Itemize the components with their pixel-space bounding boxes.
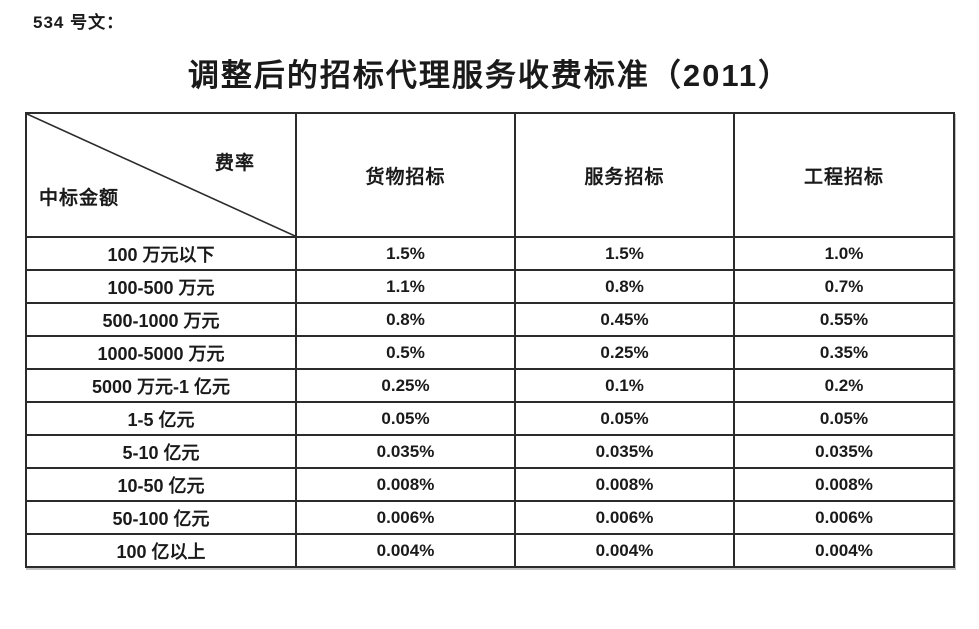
corner-label-rate: 费率 xyxy=(214,153,255,174)
rate-cell: 0.035% xyxy=(295,434,516,469)
table-row: 100 万元以下 1.5% 1.5% 1.0% xyxy=(25,236,955,271)
rate-cell: 0.45% xyxy=(514,302,735,337)
table-row: 100 亿以上 0.004% 0.004% 0.004% xyxy=(25,533,955,568)
rate-cell: 0.8% xyxy=(514,269,735,304)
column-header-service-bidding: 服务招标 xyxy=(514,112,735,238)
table-row: 5-10 亿元 0.035% 0.035% 0.035% xyxy=(25,434,955,469)
rate-cell: 0.8% xyxy=(295,302,516,337)
rate-cell: 0.035% xyxy=(733,434,955,469)
table-row: 500-1000 万元 0.8% 0.45% 0.55% xyxy=(25,302,955,337)
rate-cell: 1.0% xyxy=(733,236,955,271)
rate-cell: 0.7% xyxy=(733,269,955,304)
row-label-cell: 100 万元以下 xyxy=(25,236,297,271)
rate-cell: 0.05% xyxy=(295,401,516,436)
rate-cell: 0.004% xyxy=(733,533,955,568)
row-label-cell: 100 亿以上 xyxy=(25,533,297,568)
rate-cell: 0.006% xyxy=(733,500,955,535)
rate-cell: 0.004% xyxy=(295,533,516,568)
rate-cell: 0.35% xyxy=(733,335,955,370)
rate-cell: 1.5% xyxy=(295,236,516,271)
page-title: 调整后的招标代理服务收费标准（2011） xyxy=(187,58,792,93)
corner-label-bid-amount: 中标金额 xyxy=(39,188,120,209)
rate-cell: 0.1% xyxy=(514,368,735,403)
table-row: 1-5 亿元 0.05% 0.05% 0.05% xyxy=(25,401,955,436)
rate-cell: 0.2% xyxy=(733,368,955,403)
rate-cell: 0.05% xyxy=(514,401,735,436)
rate-cell: 0.25% xyxy=(514,335,735,370)
table-row: 10-50 亿元 0.008% 0.008% 0.008% xyxy=(25,467,955,502)
rate-cell: 0.006% xyxy=(514,500,735,535)
column-header-engineering-bidding: 工程招标 xyxy=(733,112,955,238)
doc-number: 534 号文： xyxy=(33,13,125,32)
rate-cell: 0.035% xyxy=(514,434,735,469)
rate-cell: 0.55% xyxy=(733,302,955,337)
rate-cell: 0.008% xyxy=(733,467,955,502)
rate-cell: 0.25% xyxy=(295,368,516,403)
row-label-cell: 5-10 亿元 xyxy=(25,434,297,469)
rate-cell: 0.5% xyxy=(295,335,516,370)
row-label-cell: 5000 万元-1 亿元 xyxy=(25,368,297,403)
rate-cell: 0.006% xyxy=(295,500,516,535)
table-row: 5000 万元-1 亿元 0.25% 0.1% 0.2% xyxy=(25,368,955,403)
table-row: 50-100 亿元 0.006% 0.006% 0.006% xyxy=(25,500,955,535)
rate-cell: 0.008% xyxy=(295,467,516,502)
row-label-cell: 100-500 万元 xyxy=(25,269,297,304)
rate-cell: 1.1% xyxy=(295,269,516,304)
diagonal-divider xyxy=(27,114,295,236)
table-row: 100-500 万元 1.1% 0.8% 0.7% xyxy=(25,269,955,304)
table-header-row: 费率 中标金额 货物招标 服务招标 工程招标 xyxy=(25,112,955,238)
row-label-cell: 10-50 亿元 xyxy=(25,467,297,502)
rate-cell: 0.004% xyxy=(514,533,735,568)
row-label-cell: 1-5 亿元 xyxy=(25,401,297,436)
rate-cell: 0.05% xyxy=(733,401,955,436)
fee-rate-table: 费率 中标金额 货物招标 服务招标 工程招标 100 万元以下 1.5% 1.5… xyxy=(25,112,955,568)
column-header-goods-bidding: 货物招标 xyxy=(295,112,516,238)
row-label-cell: 500-1000 万元 xyxy=(25,302,297,337)
rate-cell: 0.008% xyxy=(514,467,735,502)
row-label-cell: 50-100 亿元 xyxy=(25,500,297,535)
corner-header-cell: 费率 中标金额 xyxy=(25,112,297,238)
rate-cell: 1.5% xyxy=(514,236,735,271)
row-label-cell: 1000-5000 万元 xyxy=(25,335,297,370)
table-row: 1000-5000 万元 0.5% 0.25% 0.35% xyxy=(25,335,955,370)
